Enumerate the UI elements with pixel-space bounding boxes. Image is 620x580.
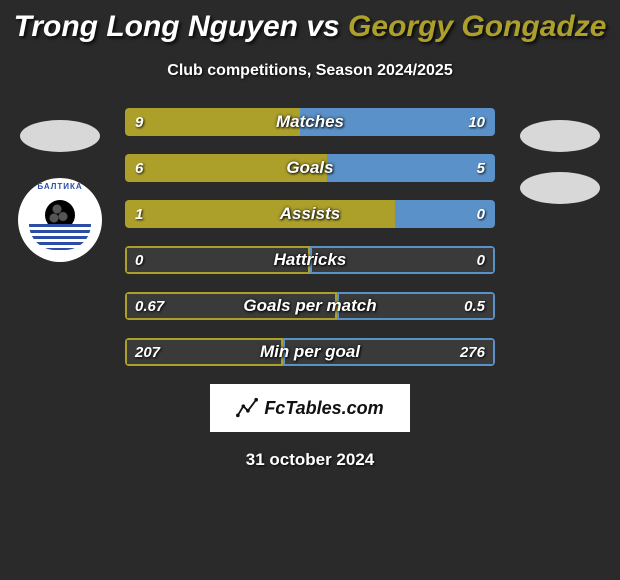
stat-bar-right xyxy=(300,108,495,136)
subtitle: Club competitions, Season 2024/2025 xyxy=(0,62,620,80)
player2-club-placeholder xyxy=(520,172,600,204)
club-logo-waves-icon xyxy=(29,224,91,250)
stat-bar-row: Matches910 xyxy=(125,108,495,136)
stat-bar-right xyxy=(337,292,495,320)
brand-text: FcTables.com xyxy=(264,398,383,419)
stat-bar-left xyxy=(125,246,310,274)
stat-bar-right xyxy=(283,338,495,366)
player1-club-logo: БАЛТИКА xyxy=(18,178,102,262)
fctables-brand-logo: FcTables.com xyxy=(210,384,410,432)
stat-bar-row: Goals per match0.670.5 xyxy=(125,292,495,320)
stat-bar-row: Min per goal207276 xyxy=(125,338,495,366)
stat-bar-row: Hattricks00 xyxy=(125,246,495,274)
stats-bars-container: Matches910 Goals65 Assists10 Hattricks00 Goa… xyxy=(125,108,495,366)
stat-bar-right xyxy=(327,154,495,182)
stat-bar-left xyxy=(125,200,395,228)
club-logo-text: БАЛТИКА xyxy=(37,182,82,191)
vs-text: vs xyxy=(306,10,339,43)
player2-badge-placeholder xyxy=(520,120,600,152)
generation-date: 31 october 2024 xyxy=(0,450,620,470)
stat-bar-right xyxy=(310,246,495,274)
player1-name: Trong Long Nguyen xyxy=(14,10,298,43)
comparison-title: Trong Long Nguyen vs Georgy Gongadze xyxy=(0,0,620,44)
stat-bar-left xyxy=(125,292,337,320)
player1-badge-placeholder xyxy=(20,120,100,152)
chart-icon xyxy=(236,397,258,419)
stat-bar-row: Assists10 xyxy=(125,200,495,228)
player2-name: Georgy Gongadze xyxy=(348,10,606,43)
stat-bar-right xyxy=(395,200,495,228)
stat-bar-left xyxy=(125,154,327,182)
stat-bar-left xyxy=(125,338,283,366)
stat-bar-left xyxy=(125,108,300,136)
stat-bar-row: Goals65 xyxy=(125,154,495,182)
